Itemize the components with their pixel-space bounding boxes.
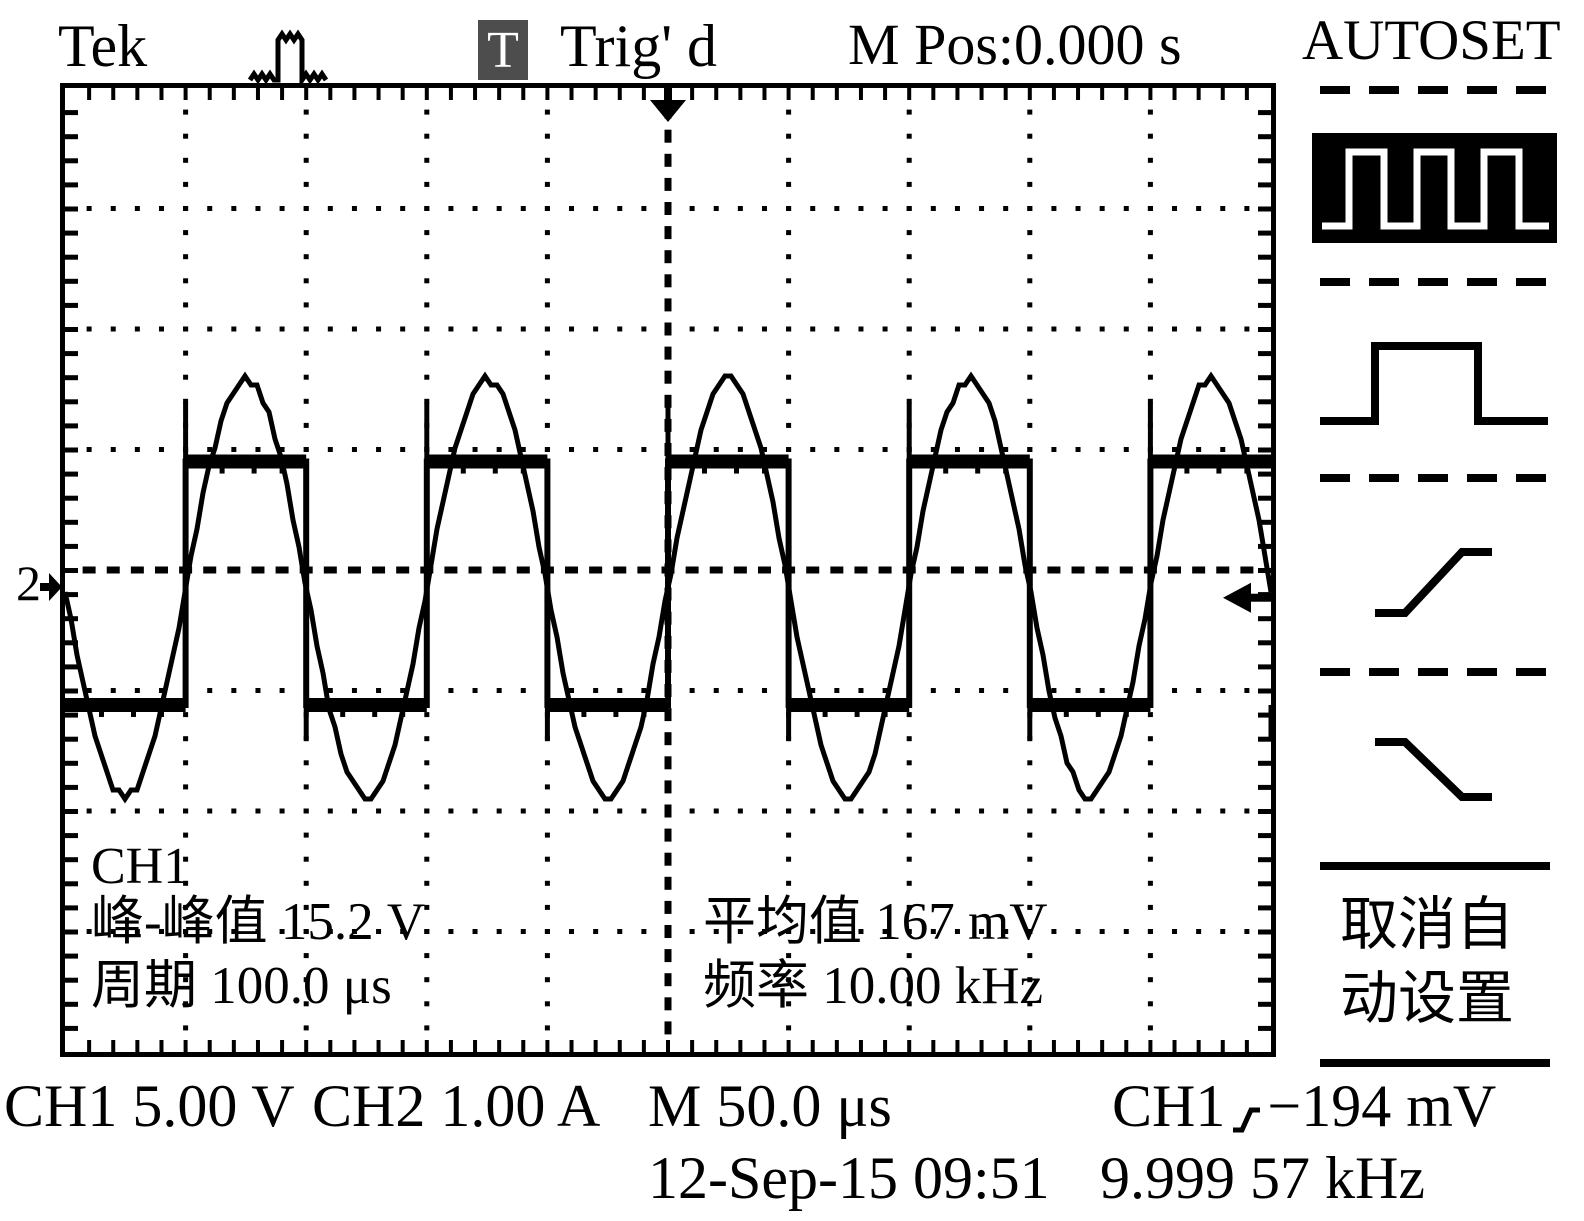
measurement-pkpk: 峰-峰值 15.2 V (91, 893, 426, 951)
autoset-falling-edge-button[interactable] (1375, 738, 1492, 801)
trigger-frequency-readout: 9.999 57 kHz (1100, 1145, 1425, 1211)
waveform-display: CH1 峰-峰值 15.2 V 周期 100.0 μs 平均值 167 mV 频… (60, 83, 1276, 1057)
trigger-position-marker-icon (650, 88, 686, 122)
ch2-position-marker-arrow-icon (40, 573, 62, 601)
measurement-period: 周期 100.0 μs (91, 957, 392, 1015)
autoset-rising-edge-button[interactable] (1375, 548, 1492, 617)
acquisition-pulse-icon (247, 29, 329, 86)
autoset-single-pulse-button[interactable] (1320, 342, 1548, 425)
measurement-frequency: 频率 10.00 kHz (703, 957, 1044, 1015)
trigger-level-value: −194 mV (1267, 1073, 1497, 1139)
trigger-level-marker-icon (1223, 582, 1271, 613)
trigger-state-badge: T (478, 20, 528, 80)
cancel-autoset-button[interactable]: 取消自 动设置 (1296, 888, 1558, 1036)
waveform-canvas (65, 88, 1271, 1052)
ch2-position-marker-label: 2 (16, 555, 41, 611)
trigger-readout: CH1 −194 mV (1112, 1076, 1496, 1136)
autoset-square-wave-button[interactable] (1312, 133, 1557, 243)
brand-logo: Tek (58, 13, 148, 79)
menu-divider-dashed (1320, 86, 1550, 676)
m-position-readout: M Pos:0.000 s (848, 12, 1182, 77)
timebase-readout: M 50.0 μs (648, 1073, 892, 1139)
datetime-readout: 12-Sep-15 09:51 (648, 1145, 1050, 1211)
measurement-channel-label: CH1 (91, 838, 190, 895)
cancel-autoset-line1: 取消自 (1339, 892, 1514, 957)
menu-divider-solid (1320, 862, 1550, 1067)
autoset-menu-graphics (1312, 86, 1557, 1067)
measurement-mean: 平均值 167 mV (703, 893, 1048, 951)
trigger-status-text: Trig' d (560, 13, 718, 79)
ch2-scale-readout: CH2 1.00 A (312, 1073, 601, 1139)
cancel-autoset-line2: 动设置 (1339, 966, 1514, 1031)
trigger-source-label: CH1 (1112, 1073, 1226, 1139)
rising-slope-icon (1233, 1107, 1261, 1133)
autoset-menu-title: AUTOSET (1302, 9, 1561, 72)
ch1-scale-readout: CH1 5.00 V (4, 1073, 295, 1139)
